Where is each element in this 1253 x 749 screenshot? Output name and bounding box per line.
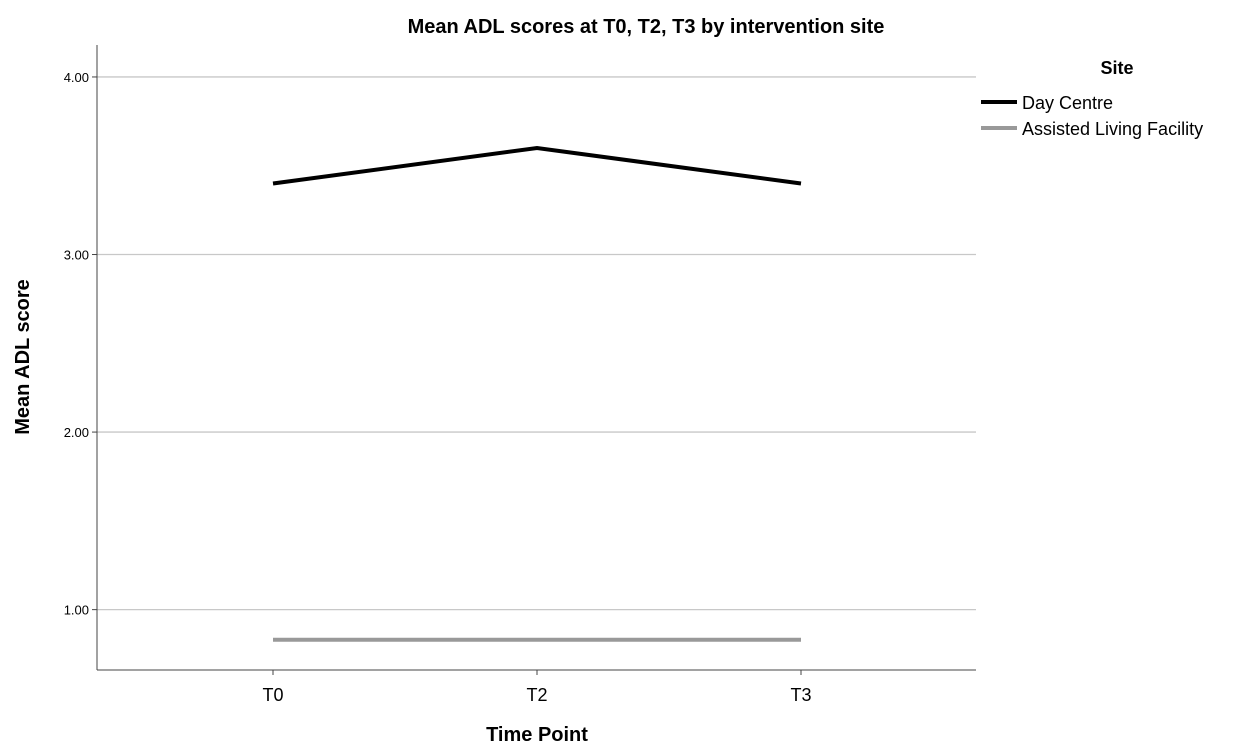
series-line — [272, 145, 802, 186]
x-tick-label: T2 — [526, 685, 547, 705]
legend-items: Day Centre Assisted Living Facility — [981, 93, 1203, 139]
x-tick-label: T0 — [262, 685, 283, 705]
y-axis-label: Mean ADL score — [12, 279, 34, 435]
x-tick-label: T3 — [790, 685, 811, 705]
legend-label: Day Centre — [1022, 93, 1113, 113]
y-tick-label: 2.00 — [64, 425, 89, 440]
y-tick-labels: 1.00 2.00 3.00 4.00 — [64, 70, 97, 618]
legend: Site Day Centre Assisted Living Facility — [981, 58, 1203, 139]
x-axis-label: Time Point — [486, 724, 588, 746]
legend-title: Site — [1100, 58, 1133, 78]
series-lines — [272, 145, 802, 642]
legend-label: Assisted Living Facility — [1022, 119, 1203, 139]
chart-title: Mean ADL scores at T0, T2, T3 by interve… — [408, 16, 885, 38]
y-tick-label: 4.00 — [64, 70, 89, 85]
y-tick-label: 3.00 — [64, 248, 89, 263]
y-tick-label: 1.00 — [64, 603, 89, 618]
gridlines — [97, 76, 976, 611]
x-tick-labels: T0 T2 T3 — [262, 670, 812, 705]
